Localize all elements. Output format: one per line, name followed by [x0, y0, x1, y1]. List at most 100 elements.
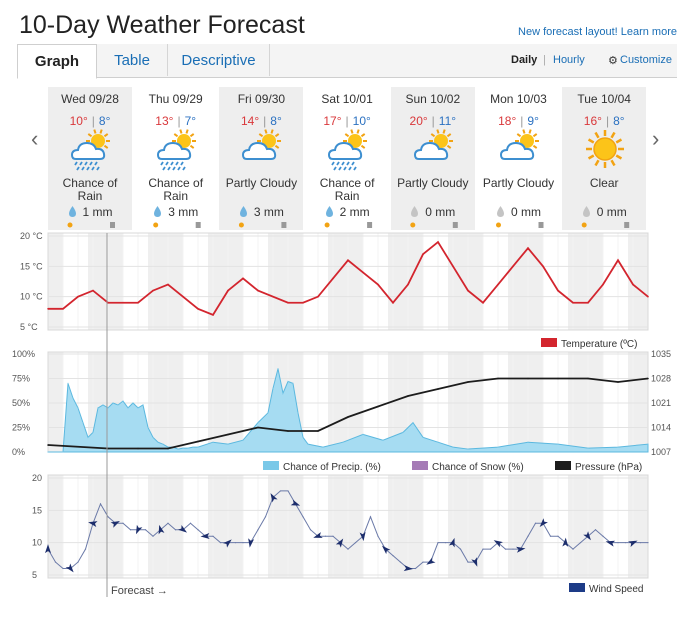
precip-point [157, 441, 159, 443]
precip-amount: 0 mm [477, 205, 561, 219]
temperature-point [167, 283, 169, 286]
wind-line [47, 490, 648, 570]
precip-legend-swatch [263, 461, 279, 470]
temperature-point [302, 301, 304, 304]
high-temp: 20° [409, 114, 428, 128]
temp-separator: | [263, 114, 267, 128]
condition-text: Clear [562, 177, 646, 190]
precip-amount: 0 mm [562, 205, 646, 219]
pressure-tick-label: 1021 [651, 398, 671, 408]
wind-point [422, 561, 424, 563]
day-column: Sun 10/02 20° | 11° Partly Cloudy 0 mm [390, 87, 475, 230]
low-temp: 8° [98, 114, 111, 128]
pressure-point [167, 447, 169, 450]
temp-separator: | [431, 114, 435, 128]
sun-icon [582, 129, 628, 171]
temperature-point [332, 277, 334, 280]
night-band [88, 233, 123, 330]
temp-tick-label: 10 °C [20, 292, 43, 302]
rain-cloud-sun-icon [154, 129, 200, 171]
day-name: Wed 09/28 [61, 92, 119, 106]
wind-arrow-icon [178, 524, 188, 533]
low-temp: 10° [352, 114, 371, 128]
precip-point [297, 412, 299, 414]
tab-graph[interactable]: Graph [17, 44, 97, 79]
precip-point [107, 407, 109, 409]
pressure-point [407, 395, 409, 397]
precip-tick-label: 75% [12, 374, 30, 384]
wind-tick-label: 10 [32, 538, 42, 548]
temp-tick-label: 5 °C [20, 322, 38, 332]
wind-point [489, 548, 492, 550]
snow-legend-swatch [412, 461, 428, 470]
wind-arrow-icon [270, 493, 278, 503]
precip-point [437, 441, 439, 443]
precip-point [342, 441, 344, 443]
night-band [508, 352, 543, 452]
temperature-point [47, 308, 49, 310]
wind-point [264, 516, 267, 518]
precip-point [62, 451, 64, 453]
precip-point [257, 422, 259, 424]
precip-point [112, 402, 114, 404]
gear-icon[interactable]: ⚙ [608, 55, 618, 67]
wind-point [347, 548, 349, 550]
condition-text: Partly Cloudy [219, 177, 303, 190]
condition-line-2: Rain [77, 189, 103, 203]
prev-arrow-icon[interactable]: ‹ [31, 126, 39, 151]
precip-point [77, 407, 79, 409]
tab-descriptive[interactable]: Descriptive [168, 44, 270, 76]
night-band [208, 352, 243, 452]
wind-arrow-icon [200, 532, 210, 539]
partly-cloudy-icon [497, 129, 543, 171]
tab-table[interactable]: Table [97, 44, 168, 76]
temperature-point [572, 301, 574, 304]
hourly-toggle[interactable]: Hourly [553, 54, 585, 66]
precip-amount: 3 mm [134, 205, 218, 219]
snow-legend-label: Chance of Snow (%) [432, 462, 524, 473]
day-name: Thu 09/29 [148, 92, 203, 106]
pressure-point [197, 440, 199, 443]
precip-point [322, 446, 324, 448]
precip-point [527, 441, 529, 443]
high-temp: 18° [498, 114, 517, 128]
wind-point [167, 522, 169, 524]
new-layout-link[interactable]: New forecast layout! Learn more [518, 26, 677, 38]
next-arrow-icon[interactable]: › [652, 126, 660, 151]
day-column: Mon 10/03 18° | 9° Partly Cloudy 0 mm [477, 87, 561, 230]
wind-point [444, 542, 447, 544]
pressure-tick-label: 1014 [651, 423, 671, 433]
temperature-point [377, 283, 379, 286]
precip-point [272, 387, 274, 389]
night-band [448, 352, 483, 452]
wind-point [77, 561, 79, 563]
wind-point [504, 548, 507, 550]
customize-link[interactable]: Customize [620, 54, 672, 66]
day-temps: 17° | 10° [305, 114, 389, 128]
forecast-label: Forecast → [111, 585, 168, 597]
precip-point [302, 436, 304, 438]
precip-point [167, 446, 169, 448]
temperature-point [557, 289, 559, 292]
wind-point [144, 529, 147, 531]
day-temps: 10° | 8° [48, 114, 132, 128]
raindrop-icon [497, 206, 504, 217]
night-band [568, 352, 603, 452]
temperature-point [362, 271, 364, 274]
precip-amount: 2 mm [305, 205, 389, 219]
temperature-point [92, 289, 94, 292]
wind-point [257, 529, 259, 531]
night-band [388, 475, 423, 578]
night-band [568, 475, 603, 578]
precip-point [172, 446, 174, 448]
wind-point [467, 561, 469, 563]
day-temps: 18° | 9° [477, 114, 561, 128]
wind-arrow-icon [628, 540, 638, 548]
raindrop-icon [325, 206, 333, 217]
wind-point [354, 542, 357, 544]
precip-point [197, 446, 199, 448]
day-name: Fri 09/30 [237, 92, 286, 106]
condition-line-1: Partly Cloudy [482, 176, 555, 190]
daily-toggle[interactable]: Daily [511, 54, 538, 66]
wind-tick-label: 15 [32, 505, 42, 515]
